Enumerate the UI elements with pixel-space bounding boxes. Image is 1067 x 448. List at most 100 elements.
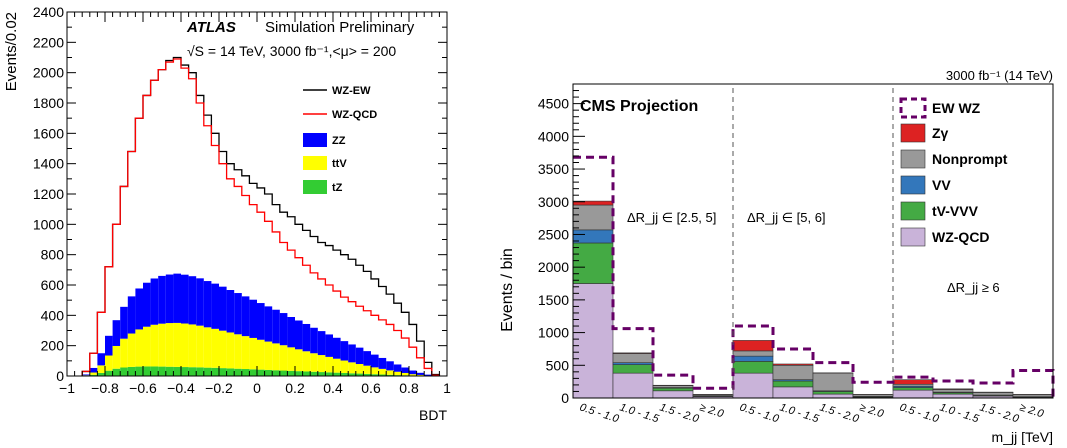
bar-zz-3 — [105, 335, 113, 356]
legend-swatch-vv — [900, 175, 926, 195]
bar-ttv-12 — [173, 322, 181, 367]
right-y-tick-label: 3000 — [538, 194, 569, 210]
legend-swatch-tv-vvv — [900, 201, 926, 221]
simulation-status-label: Simulation Preliminary — [265, 19, 415, 36]
bar-tz-8 — [143, 366, 151, 376]
energy-lumi-label: √S = 14 TeV, 3000 fb⁻¹,<μ> = 200 — [187, 43, 396, 59]
bar-zz-44 — [416, 372, 425, 375]
bar-zz-9 — [150, 278, 159, 325]
bar-zz-0 — [82, 374, 90, 376]
bar-tz-31 — [317, 372, 326, 376]
left-x-tick-label: 1 — [443, 380, 451, 396]
bar-tz-32 — [325, 372, 333, 376]
bar-ttv-19 — [226, 332, 235, 369]
bar-wz-qcd-5 — [772, 386, 814, 399]
bar-zz-12 — [173, 273, 181, 323]
bar-tz-22 — [249, 369, 257, 376]
right-x-tick-label: 1.0 - 1.5 — [938, 401, 981, 425]
bar-wz-qcd-0 — [572, 283, 614, 399]
bar-zz-41 — [393, 364, 402, 372]
bar-tv-vvv-6 — [812, 391, 854, 395]
right-y-tick-labels: 0 500 1000 1500 2000 2500 3000 3500 4000 4500 — [538, 96, 569, 406]
bar-nonprompt-0 — [572, 204, 614, 231]
bar-zz-32 — [325, 334, 333, 357]
bar-ttv-27 — [287, 347, 295, 371]
left-y-tick-label: 600 — [41, 277, 65, 293]
bar-ttv-38 — [371, 367, 379, 375]
bar-tz-38 — [371, 374, 379, 376]
bar-tz-20 — [234, 368, 242, 376]
region-label-1: ΔR_jj ∈ [2.5, 5] — [627, 210, 716, 225]
right-y-axis-label: Events / bin — [499, 248, 516, 332]
bar-ttv-6 — [127, 333, 136, 367]
bar-zz-38 — [371, 354, 379, 368]
right-y-tick-label: 500 — [546, 357, 570, 373]
bar-tz-1 — [89, 374, 98, 376]
left-x-tick-label: 0.2 — [285, 380, 305, 396]
bar-wz-qcd-6 — [812, 393, 854, 399]
ew-wz-dashed-outline — [573, 155, 1055, 398]
bar-nonprompt-9 — [932, 389, 974, 393]
bar-tz-35 — [348, 373, 356, 376]
right-x-tick-label: 1.5 - 2.0 — [818, 401, 861, 425]
bar-tz-30 — [310, 371, 318, 376]
right-chart: 0 500 1000 1500 2000 2500 3000 3500 4000 4500 0.5… — [499, 68, 1055, 445]
bar-nonprompt-1 — [612, 353, 654, 363]
right-x-tick-label: ≥ 2.0 — [1018, 401, 1046, 420]
bar-ttv-26 — [279, 345, 288, 371]
bar-zz-31 — [317, 331, 326, 356]
bar-tz-4 — [112, 368, 121, 376]
bar-zz-14 — [188, 276, 197, 325]
bar-ttv-3 — [105, 355, 113, 371]
bar-tz-11 — [165, 366, 174, 376]
legend-label-zz: ZZ — [332, 135, 346, 147]
bar-ttv-43 — [409, 374, 417, 376]
bar-zz-25 — [272, 309, 280, 344]
bar-ttv-15 — [196, 325, 204, 368]
bar-ttv-11 — [165, 323, 174, 367]
left-x-tick-label: −1 — [59, 380, 75, 396]
bar-ttv-20 — [234, 334, 242, 369]
bar-ttv-17 — [211, 328, 219, 368]
bar-vv-4 — [732, 355, 774, 362]
left-y-tick-label: 1400 — [33, 156, 64, 172]
bar-ttv-10 — [158, 323, 166, 367]
bar-tz-5 — [120, 367, 128, 376]
bar-wz-qcd-8 — [892, 389, 934, 399]
right-axis-ticks — [573, 90, 585, 399]
left-y-tick-label: 1200 — [33, 186, 64, 202]
bar-ttv-5 — [120, 338, 128, 368]
bar-ttv-4 — [112, 345, 121, 369]
bar-ttv-36 — [355, 364, 364, 374]
right-legend: EW WZ Zγ Nonprompt VV tV-VVV WZ-QCD — [899, 97, 1008, 247]
right-x-tick-labels: 0.5 - 1.01.0 - 1.51.5 - 2.0≥ 2.0 0.5 - 1.… — [578, 401, 1046, 425]
left-y-tick-label: 1800 — [33, 95, 64, 111]
bar-zz-16 — [203, 281, 212, 328]
bar-ttv-9 — [150, 324, 159, 367]
bar-ttv-42 — [401, 372, 409, 376]
bar-tz-3 — [105, 370, 113, 376]
bar-ttv-23 — [257, 339, 265, 370]
bar-tz-29 — [302, 371, 311, 376]
right-x-axis-label: m_jj [TeV] — [992, 429, 1053, 445]
line-wz-qcd — [81, 58, 441, 376]
bar-tz-2 — [97, 372, 105, 376]
bar-ttv-30 — [310, 353, 318, 372]
bar-ttv-28 — [295, 349, 303, 372]
right-x-tick-label: ≥ 2.0 — [698, 401, 726, 420]
bar-zz-5 — [120, 306, 128, 339]
legend-label-tv-vvv: tV-VVV — [932, 203, 979, 219]
left-x-tick-label: 0.6 — [361, 380, 381, 396]
legend-swatch-ew-wz — [899, 97, 927, 119]
left-x-tick-label: 0.4 — [323, 380, 343, 396]
right-y-tick-label: 2000 — [538, 259, 569, 275]
bar-tz-25 — [272, 370, 280, 376]
bar-ttv-37 — [363, 365, 371, 374]
bar-ttv-29 — [302, 351, 311, 372]
bar-wz-qcd-4 — [732, 372, 774, 399]
bar-tz-14 — [188, 367, 197, 376]
bar-zz-6 — [127, 296, 136, 334]
left-x-tick-labels: −1 −0.8 −0.6 −0.4 −0.2 0 0.2 0.4 0.6 0.8 1 — [59, 380, 451, 396]
legend-swatch-tz — [303, 180, 327, 194]
bar-ttv-34 — [340, 360, 349, 373]
